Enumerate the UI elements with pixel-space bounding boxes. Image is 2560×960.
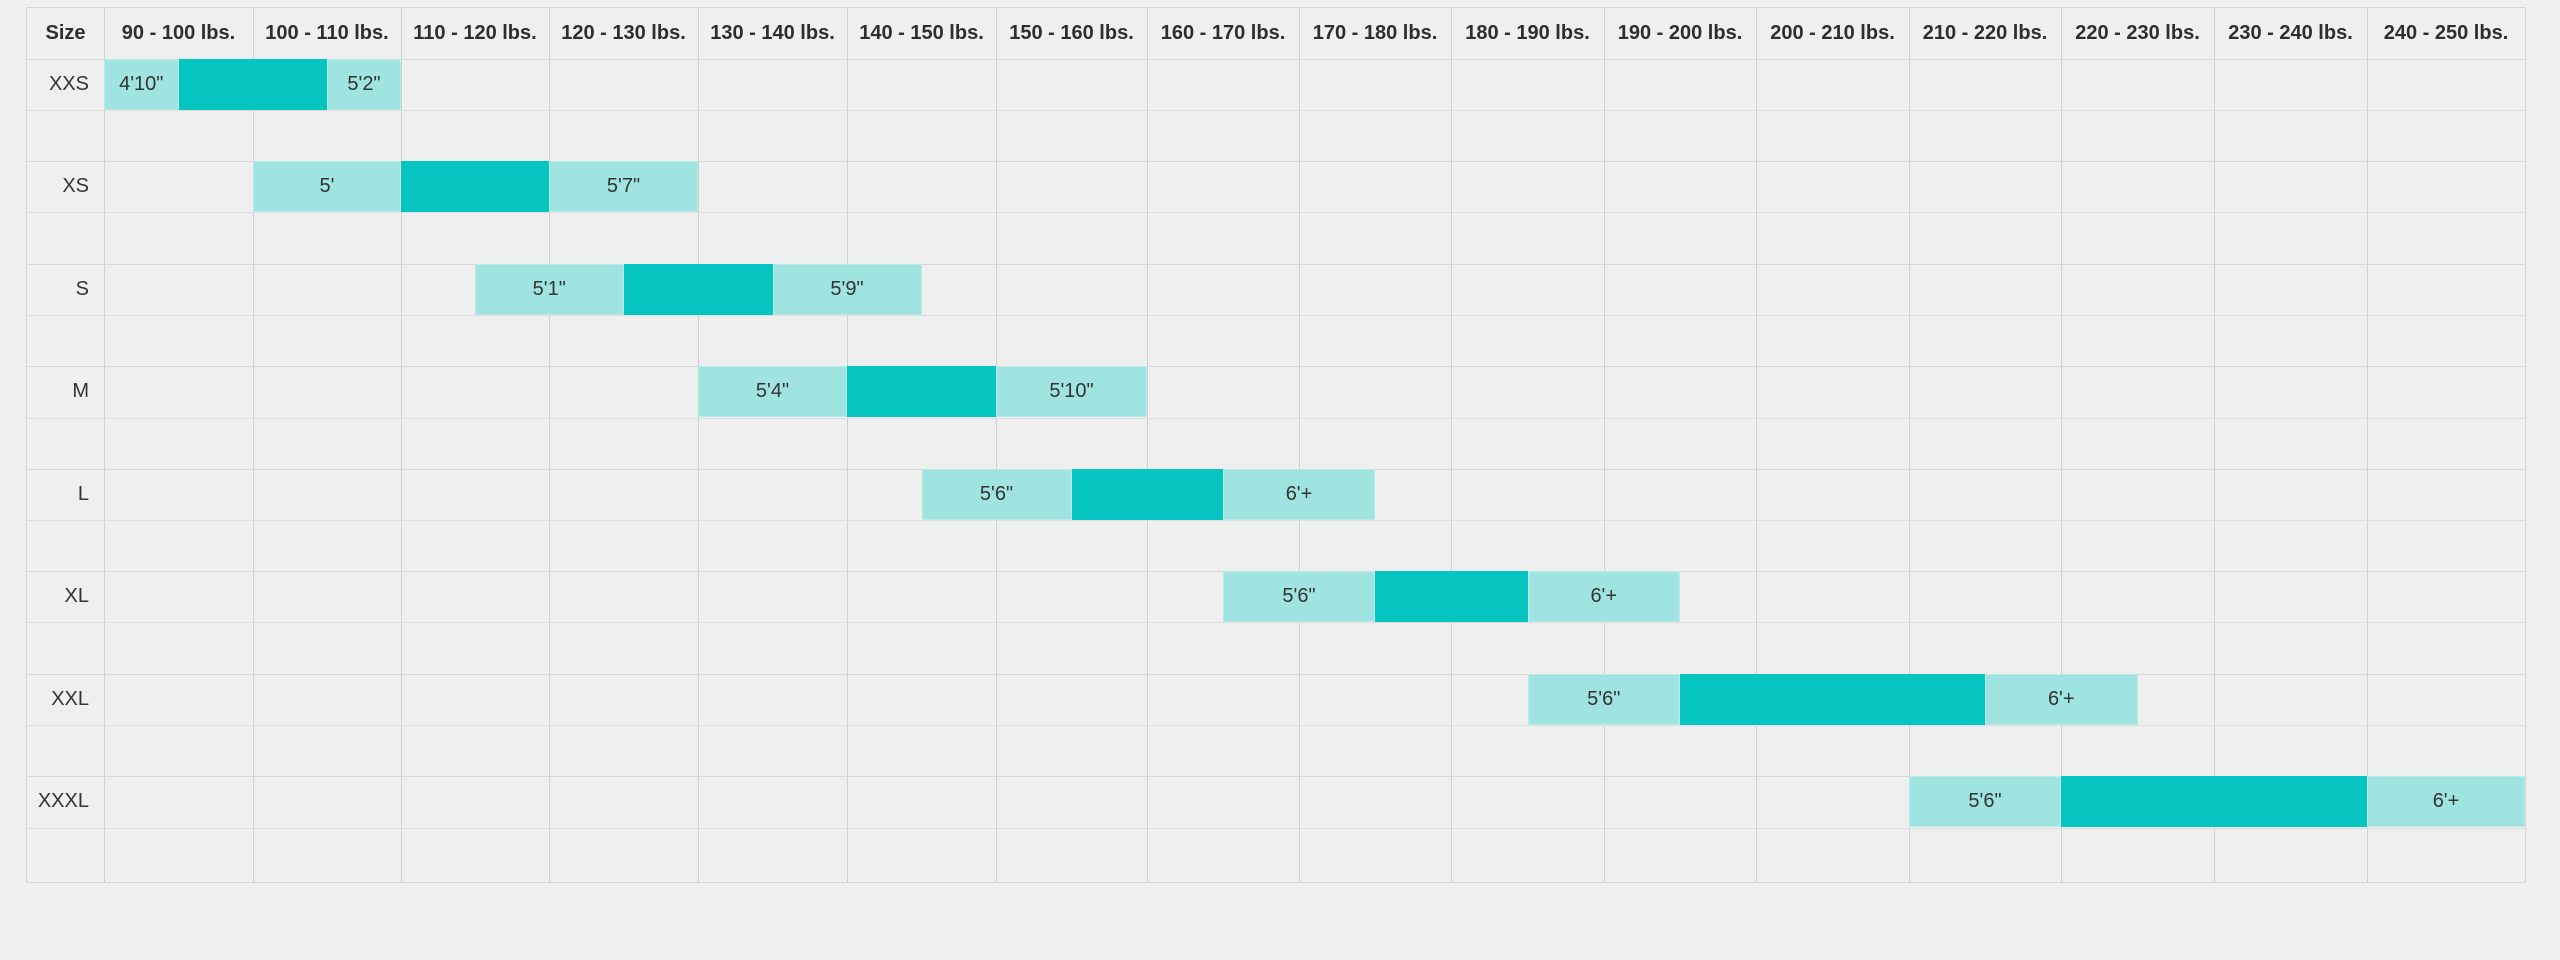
min-height-cell: 5'6" bbox=[1527, 674, 1680, 725]
fit-range-bar bbox=[1680, 674, 1985, 725]
grid-row-line bbox=[27, 776, 2525, 777]
max-height-cell: 5'2" bbox=[327, 59, 401, 110]
size-label-xs: XS bbox=[62, 175, 89, 197]
fit-range-bar bbox=[623, 264, 773, 315]
fit-range-bar bbox=[401, 161, 549, 212]
grid-row-line bbox=[27, 520, 2525, 521]
weight-column-header: 190 - 200 lbs. bbox=[1617, 22, 1743, 44]
weight-column-header: 200 - 210 lbs. bbox=[1770, 22, 1895, 44]
grid-row-line bbox=[27, 418, 2525, 419]
grid-column-line bbox=[1604, 8, 1605, 882]
size-label-xxl: XXL bbox=[51, 688, 89, 710]
grid-column-line bbox=[253, 8, 254, 882]
weight-column-header: 120 - 130 lbs. bbox=[561, 22, 686, 44]
max-height-cell: 5'10" bbox=[996, 366, 1147, 417]
weight-column-header: 220 - 230 lbs. bbox=[2075, 22, 2200, 44]
size-label-xl: XL bbox=[64, 585, 89, 607]
size-label-s: S bbox=[75, 278, 89, 300]
max-height-cell: 6'+ bbox=[1223, 469, 1375, 520]
min-height-cell: 5'4" bbox=[698, 366, 847, 417]
grid-column-line bbox=[698, 8, 699, 882]
size-label-xxs: XXS bbox=[48, 73, 89, 95]
grid-row-line bbox=[27, 59, 2525, 60]
grid-column-line bbox=[996, 8, 997, 882]
weight-column-header: 130 - 140 lbs. bbox=[710, 22, 835, 44]
grid-row-line bbox=[27, 264, 2525, 265]
max-height-cell: 5'7" bbox=[549, 161, 698, 212]
grid-row-line bbox=[27, 110, 2525, 111]
weight-column-header: 180 - 190 lbs. bbox=[1465, 22, 1590, 44]
grid-column-line bbox=[104, 8, 105, 882]
weight-column-header: 240 - 250 lbs. bbox=[2383, 22, 2509, 44]
weight-column-header: 140 - 150 lbs. bbox=[859, 22, 984, 44]
min-height-cell: 5'6" bbox=[1223, 571, 1375, 622]
size-column-header: Size bbox=[45, 22, 86, 44]
grid-column-line bbox=[2367, 8, 2368, 882]
size-label-l: L bbox=[77, 483, 89, 505]
fit-range-bar bbox=[2061, 776, 2367, 827]
weight-column-header: 110 - 120 lbs. bbox=[413, 22, 537, 44]
min-height-cell: 5'6" bbox=[1909, 776, 2061, 827]
min-height-cell: 4'10" bbox=[104, 59, 179, 110]
max-height-cell: 5'9" bbox=[772, 264, 922, 315]
grid-column-line bbox=[1909, 8, 1910, 882]
grid-row-line bbox=[27, 828, 2525, 829]
grid-row-line bbox=[27, 315, 2525, 316]
grid-column-line bbox=[2214, 8, 2215, 882]
grid-row-line bbox=[27, 366, 2525, 367]
min-height-cell: 5'6" bbox=[921, 469, 1072, 520]
max-height-cell: 6'+ bbox=[2367, 776, 2525, 827]
weight-column-header: 230 - 240 lbs. bbox=[2228, 22, 2353, 44]
fit-range-bar bbox=[1375, 571, 1528, 622]
fit-range-bar bbox=[178, 59, 327, 110]
grid-column-line bbox=[1147, 8, 1148, 882]
min-height-cell: 5'1" bbox=[475, 264, 624, 315]
fit-range-bar bbox=[847, 366, 996, 417]
grid-column-line bbox=[1756, 8, 1757, 882]
grid-row-line bbox=[27, 622, 2525, 623]
weight-column-header: 160 - 170 lbs. bbox=[1160, 22, 1286, 44]
size-label-xxxl: XXXL bbox=[37, 790, 89, 812]
weight-column-header: 210 - 220 lbs. bbox=[1922, 22, 2048, 44]
grid-column-line bbox=[549, 8, 550, 882]
weight-column-header: 100 - 110 lbs. bbox=[265, 22, 389, 44]
min-height-cell: 5' bbox=[253, 161, 401, 212]
weight-column-header: 150 - 160 lbs. bbox=[1009, 22, 1134, 44]
max-height-cell: 6'+ bbox=[1527, 571, 1680, 622]
max-height-cell: 6'+ bbox=[1985, 674, 2138, 725]
grid-column-line bbox=[2061, 8, 2062, 882]
grid-row-line bbox=[27, 674, 2525, 675]
grid-row-line bbox=[27, 212, 2525, 213]
grid-column-line bbox=[1451, 8, 1452, 882]
grid-column-line bbox=[1299, 8, 1300, 882]
size-label-m: M bbox=[72, 380, 89, 402]
grid-row-line bbox=[27, 725, 2525, 726]
grid-row-line bbox=[27, 161, 2525, 162]
fit-range-bar bbox=[1071, 469, 1223, 520]
weight-column-header: 170 - 180 lbs. bbox=[1312, 22, 1438, 44]
size-chart: Size 90 - 100 lbs. 100 - 110 lbs. 110 - 120… bbox=[26, 7, 2526, 883]
grid-column-line bbox=[847, 8, 848, 882]
grid-column-line bbox=[401, 8, 402, 882]
weight-column-header: 90 - 100 lbs. bbox=[121, 22, 236, 44]
